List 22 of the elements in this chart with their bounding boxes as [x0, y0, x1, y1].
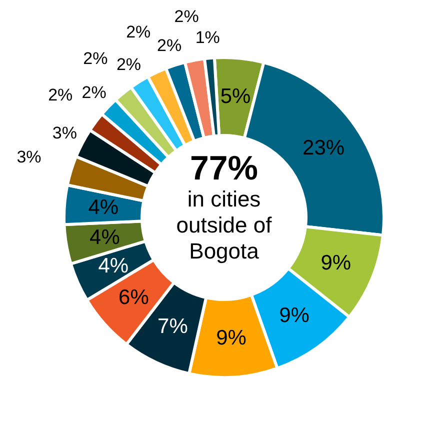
data-label: 4%: [88, 196, 119, 219]
data-label: 9%: [320, 252, 352, 275]
data-label: 3%: [16, 148, 42, 167]
text: in cities outside of Bogota: [176, 186, 273, 264]
data-label: 2%: [157, 36, 182, 56]
data-label: 5%: [220, 85, 251, 108]
data-label: 6%: [118, 286, 149, 310]
data-label: 2%: [174, 6, 199, 26]
data-label: 4%: [98, 254, 129, 278]
data-label: 2%: [126, 22, 151, 42]
data-label: 2%: [83, 49, 108, 68]
data-label: 9%: [279, 304, 310, 327]
data-label: 2%: [82, 82, 106, 102]
data-label: 7%: [158, 315, 188, 338]
data-label: 23%: [302, 136, 345, 160]
data-label: 3%: [52, 124, 77, 143]
data-label: 2%: [48, 86, 73, 105]
text: 77%: [190, 150, 258, 188]
data-label: 1%: [195, 28, 220, 48]
data-label: 2%: [116, 54, 142, 74]
data-label: 4%: [90, 226, 120, 249]
data-label: 9%: [216, 326, 246, 350]
